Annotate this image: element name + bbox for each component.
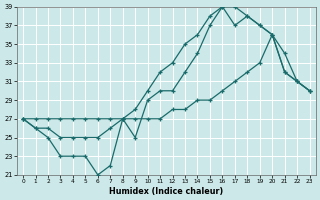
X-axis label: Humidex (Indice chaleur): Humidex (Indice chaleur) (109, 187, 223, 196)
